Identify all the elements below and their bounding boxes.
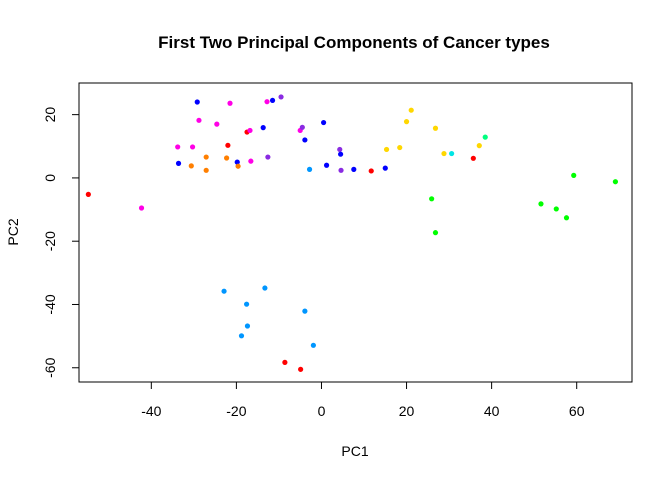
data-point [310,342,316,348]
data-point [175,144,181,150]
data-point [299,124,305,130]
plot-area-frame [78,82,633,383]
y-tick-label: -60 [42,357,58,377]
data-point [382,165,388,171]
data-point [214,121,220,127]
data-point [571,172,577,178]
data-point [612,179,619,185]
data-point [441,150,447,157]
x-tick-label: -20 [226,403,246,419]
y-tick-label: 20 [42,107,58,123]
data-point [432,230,439,236]
data-point [553,206,559,212]
data-point [302,137,308,143]
data-point [368,168,374,174]
data-point [196,117,202,123]
data-point [85,191,91,197]
data-point [323,162,330,168]
data-point [397,144,403,151]
data-point [403,119,410,125]
data-point [338,151,344,157]
data-point [264,99,270,105]
data-point [227,100,233,106]
x-axis-label: PC1 [341,443,368,459]
data-point [244,301,250,307]
y-tick-label: 0 [42,174,58,182]
data-point [138,205,145,211]
data-point [221,288,227,294]
data-point [306,166,313,172]
data-point [282,359,288,365]
data-point [188,163,194,169]
data-point [408,107,414,113]
data-point [302,308,308,314]
data-point [238,333,245,339]
data-point [225,142,231,148]
data-point [298,366,304,372]
data-point [429,196,435,202]
data-point [234,159,240,165]
data-point [470,155,476,161]
data-point [262,285,268,291]
data-point [563,215,570,221]
data-point [247,127,253,134]
data-point [320,119,327,126]
data-point [432,125,439,131]
data-point [248,158,254,164]
y-axis: -60 -40 -20 0 20 [42,107,80,378]
y-axis-label: PC2 [5,218,21,245]
data-point [235,163,241,169]
data-point [351,166,357,172]
data-point [260,125,266,131]
y-tick-label: -40 [42,294,58,314]
data-point [189,144,196,150]
x-axis: -40 -20 0 20 40 60 [141,381,585,419]
y-tick-label: -20 [42,231,58,251]
data-point [175,160,182,166]
data-points [85,94,619,372]
data-point [244,323,251,329]
x-tick-label: 60 [569,403,585,419]
data-point [338,167,344,173]
data-point [337,146,343,153]
data-point [203,167,209,173]
x-tick-label: 20 [399,403,415,419]
data-point [269,97,276,104]
data-point [278,94,284,100]
data-point [449,150,455,157]
x-tick-label: 40 [484,403,500,419]
data-point [194,99,200,105]
data-point [482,134,488,140]
data-point [224,155,230,161]
data-point [383,146,390,153]
x-tick-label: 0 [318,403,326,419]
data-point [203,154,209,160]
data-point [476,143,482,149]
x-tick-label: -40 [141,403,161,419]
data-point [538,201,544,207]
data-point [265,154,271,160]
chart-title: First Two Principal Components of Cancer… [158,33,550,52]
